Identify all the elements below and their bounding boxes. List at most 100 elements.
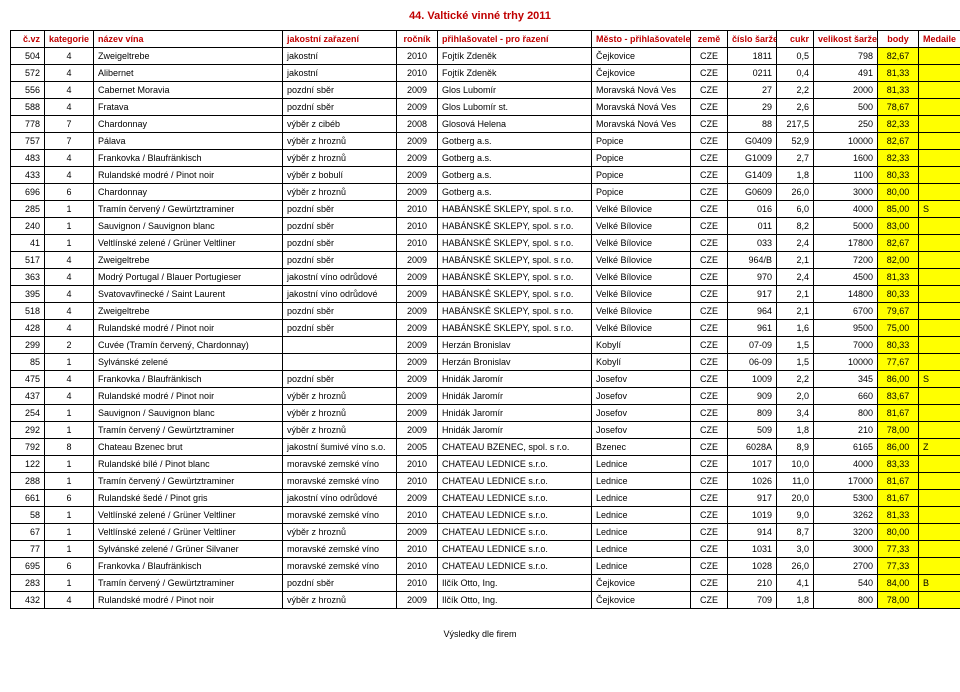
table-cell: 2009 — [397, 99, 438, 116]
table-row: 6956Frankovka / Blaufränkischmoravské ze… — [11, 558, 960, 575]
table-cell: pozdní sběr — [283, 99, 397, 116]
table-cell: 83,67 — [878, 388, 919, 405]
table-cell: Lednice — [592, 473, 691, 490]
table-cell: 10000 — [814, 354, 878, 371]
table-cell: 67 — [11, 524, 45, 541]
table-cell — [919, 133, 960, 150]
table-cell: 210 — [814, 422, 878, 439]
table-cell: 82,67 — [878, 48, 919, 65]
table-cell: CZE — [691, 286, 728, 303]
table-cell: 2010 — [397, 65, 438, 82]
table-cell: 1 — [45, 201, 94, 218]
table-cell: 4 — [45, 269, 94, 286]
table-cell: 1100 — [814, 167, 878, 184]
table-cell: Chateau Bzenec brut — [94, 439, 283, 456]
table-cell: Pálava — [94, 133, 283, 150]
table-cell: pozdní sběr — [283, 371, 397, 388]
table-cell: 86,00 — [878, 439, 919, 456]
table-cell: 033 — [728, 235, 777, 252]
table-cell: moravské zemské víno — [283, 541, 397, 558]
table-cell: CZE — [691, 524, 728, 541]
table-row: 7928Chateau Bzenec brutjakostní šumivé v… — [11, 439, 960, 456]
table-cell: CZE — [691, 184, 728, 201]
table-cell: Popice — [592, 184, 691, 201]
header-zeme: země — [691, 31, 728, 48]
table-cell: jakostní víno odrůdové — [283, 286, 397, 303]
table-cell: jakostní víno odrůdové — [283, 269, 397, 286]
table-cell: 240 — [11, 218, 45, 235]
table-cell: 1 — [45, 218, 94, 235]
table-cell: 8 — [45, 439, 94, 456]
table-cell: 80,33 — [878, 337, 919, 354]
table-cell: 695 — [11, 558, 45, 575]
table-cell: Veltlínské zelené / Grüner Veltliner — [94, 507, 283, 524]
table-cell: Ilčík Otto, Ing. — [438, 575, 592, 592]
table-cell: S — [919, 371, 960, 388]
table-cell: 86,00 — [878, 371, 919, 388]
table-cell: Moravská Nová Ves — [592, 82, 691, 99]
table-cell: 2009 — [397, 184, 438, 201]
table-cell: Modrý Portugal / Blauer Portugieser — [94, 269, 283, 286]
table-cell: 556 — [11, 82, 45, 99]
table-cell: 77,33 — [878, 541, 919, 558]
table-row: 2831Tramín červený / Gewürtztraminerpozd… — [11, 575, 960, 592]
table-cell: CHATEAU LEDNICE s.r.o. — [438, 473, 592, 490]
table-cell: 778 — [11, 116, 45, 133]
table-cell: Tramín červený / Gewürtztraminer — [94, 422, 283, 439]
header-velikost: velikost šarže — [814, 31, 878, 48]
table-body: 5044Zweigeltrebejakostní2010Fojtík Zdeně… — [11, 48, 960, 609]
table-cell: Rulandské modré / Pinot noir — [94, 167, 283, 184]
table-cell: Fojtík Zdeněk — [438, 65, 592, 82]
table-cell: výběr z hroznů — [283, 592, 397, 609]
table-cell: Glos Lubomír st. — [438, 99, 592, 116]
table-cell: 475 — [11, 371, 45, 388]
table-cell: Čejkovice — [592, 48, 691, 65]
table-cell: Frankovka / Blaufränkisch — [94, 150, 283, 167]
table-cell: 2,2 — [777, 82, 814, 99]
table-cell: Rulandské bílé / Pinot blanc — [94, 456, 283, 473]
table-cell: 83,33 — [878, 456, 919, 473]
table-cell: Velké Bílovice — [592, 201, 691, 218]
table-cell: CZE — [691, 541, 728, 558]
table-cell: 2009 — [397, 269, 438, 286]
table-cell: 81,67 — [878, 405, 919, 422]
table-cell: 4 — [45, 388, 94, 405]
table-cell: 0,4 — [777, 65, 814, 82]
table-cell: 4 — [45, 320, 94, 337]
table-cell: Gotberg a.s. — [438, 167, 592, 184]
table-cell: Glos Lubomír — [438, 82, 592, 99]
table-row: 581Veltlínské zelené / Grüner Veltlinerm… — [11, 507, 960, 524]
table-cell: 6165 — [814, 439, 878, 456]
table-cell: HABÁNSKÉ SKLEPY, spol. s r.o. — [438, 235, 592, 252]
table-cell: 81,67 — [878, 490, 919, 507]
table-cell: 2009 — [397, 167, 438, 184]
table-cell: 78,67 — [878, 99, 919, 116]
table-cell: Rulandské modré / Pinot noir — [94, 320, 283, 337]
table-cell: CZE — [691, 116, 728, 133]
table-row: 4334Rulandské modré / Pinot noirvýběr z … — [11, 167, 960, 184]
table-row: 4324Rulandské modré / Pinot noirvýběr z … — [11, 592, 960, 609]
table-cell: 8,7 — [777, 524, 814, 541]
table-cell: 2,7 — [777, 150, 814, 167]
table-cell: Fratava — [94, 99, 283, 116]
table-row: 851Sylvánské zelené2009Herzán BronislavK… — [11, 354, 960, 371]
table-row: 5044Zweigeltrebejakostní2010Fojtík Zdeně… — [11, 48, 960, 65]
table-cell: 8,9 — [777, 439, 814, 456]
table-cell — [919, 592, 960, 609]
table-cell: 1,5 — [777, 354, 814, 371]
table-cell: 970 — [728, 269, 777, 286]
table-cell: 85 — [11, 354, 45, 371]
table-cell: 75,00 — [878, 320, 919, 337]
table-cell: CZE — [691, 473, 728, 490]
header-medaile: Medaile — [919, 31, 960, 48]
table-cell: Lednice — [592, 524, 691, 541]
table-cell — [919, 320, 960, 337]
table-cell: 82,00 — [878, 252, 919, 269]
table-cell: CZE — [691, 388, 728, 405]
table-cell — [919, 218, 960, 235]
table-cell: 2010 — [397, 558, 438, 575]
table-cell: Chardonnay — [94, 116, 283, 133]
table-cell: 4 — [45, 82, 94, 99]
table-cell: výběr z cibéb — [283, 116, 397, 133]
table-row: 5884Fratavapozdní sběr2009Glos Lubomír s… — [11, 99, 960, 116]
